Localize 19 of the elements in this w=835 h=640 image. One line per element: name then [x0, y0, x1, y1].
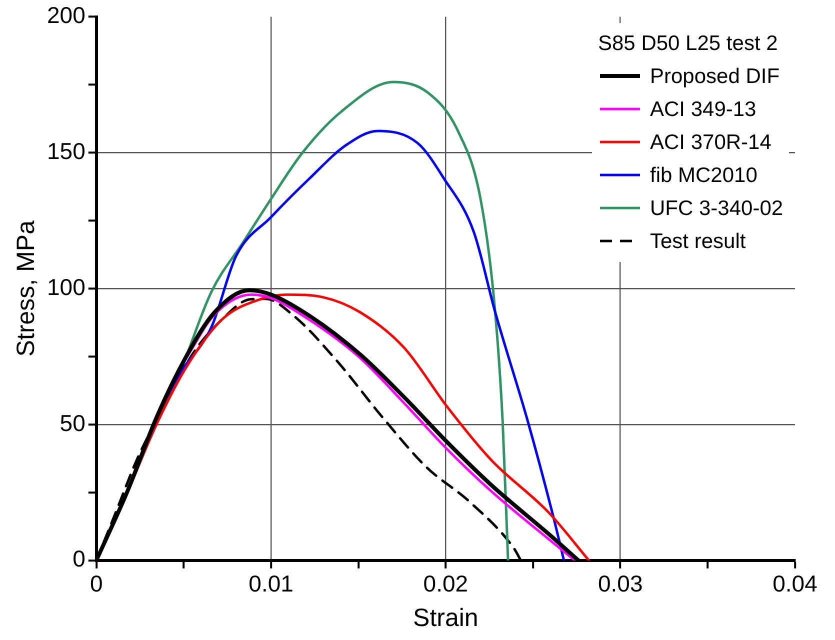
legend-title: S85 D50 L25 test 2 [598, 30, 779, 57]
x-tick-label: 0.02 [423, 570, 468, 597]
legend-label: ACI 370R-14 [650, 130, 772, 156]
legend-label: fib MC2010 [650, 162, 758, 189]
x-tick-label: 0 [90, 570, 103, 597]
y-tick-label: 150 [47, 138, 86, 164]
x-tick-label: 0.03 [598, 570, 643, 597]
x-tick-label: 0.01 [248, 570, 294, 597]
legend-label: ACI 349-13 [650, 96, 756, 123]
y-tick-label: 200 [47, 2, 86, 28]
y-axis-title: Stress, MPa [12, 220, 40, 357]
y-tick-label: 100 [47, 274, 86, 300]
y-tick-label: 50 [60, 410, 86, 436]
legend-label: UFC 3-340-02 [650, 196, 784, 222]
y-tick-label: 0 [72, 546, 86, 572]
x-tick-label: 0.04 [772, 570, 818, 597]
legend-label: Proposed DIF [650, 64, 780, 90]
legend-label: Test result [650, 228, 746, 255]
x-axis-title: Strain [413, 604, 478, 632]
